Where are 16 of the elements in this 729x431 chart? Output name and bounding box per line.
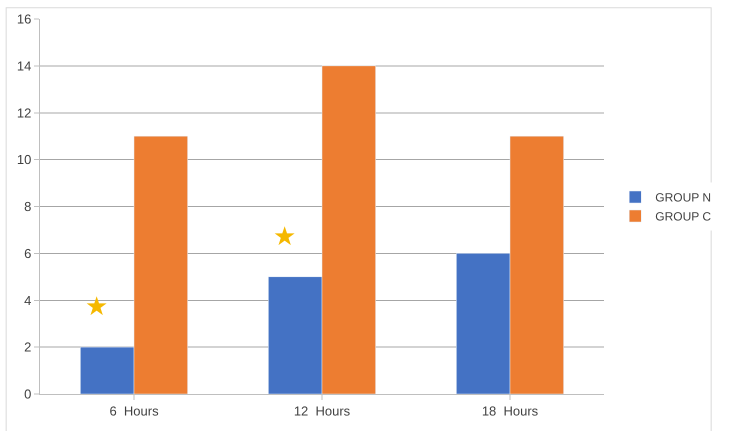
y-tick-label: 16	[16, 12, 32, 27]
y-tick-label: 2	[24, 340, 32, 355]
y-tick-label: 8	[24, 199, 32, 214]
annotation: ★	[273, 222, 296, 252]
legend-label: GROUP C	[655, 210, 712, 224]
y-tick-label: 12	[16, 105, 32, 120]
y-tick-label: 14	[16, 58, 32, 74]
y-tick-label: 4	[24, 292, 32, 308]
annotation: ★	[85, 292, 108, 322]
legend-label: GROUP N	[655, 190, 712, 205]
y-tick-label: 0	[24, 386, 32, 402]
x-tick-label: 12 Hours	[294, 404, 351, 419]
x-tick-label: 6 Hours	[109, 404, 160, 419]
y-tick-label: 10	[16, 152, 32, 168]
x-tick-label: 18 Hours	[482, 404, 539, 419]
y-tick-label: 6	[24, 246, 32, 261]
